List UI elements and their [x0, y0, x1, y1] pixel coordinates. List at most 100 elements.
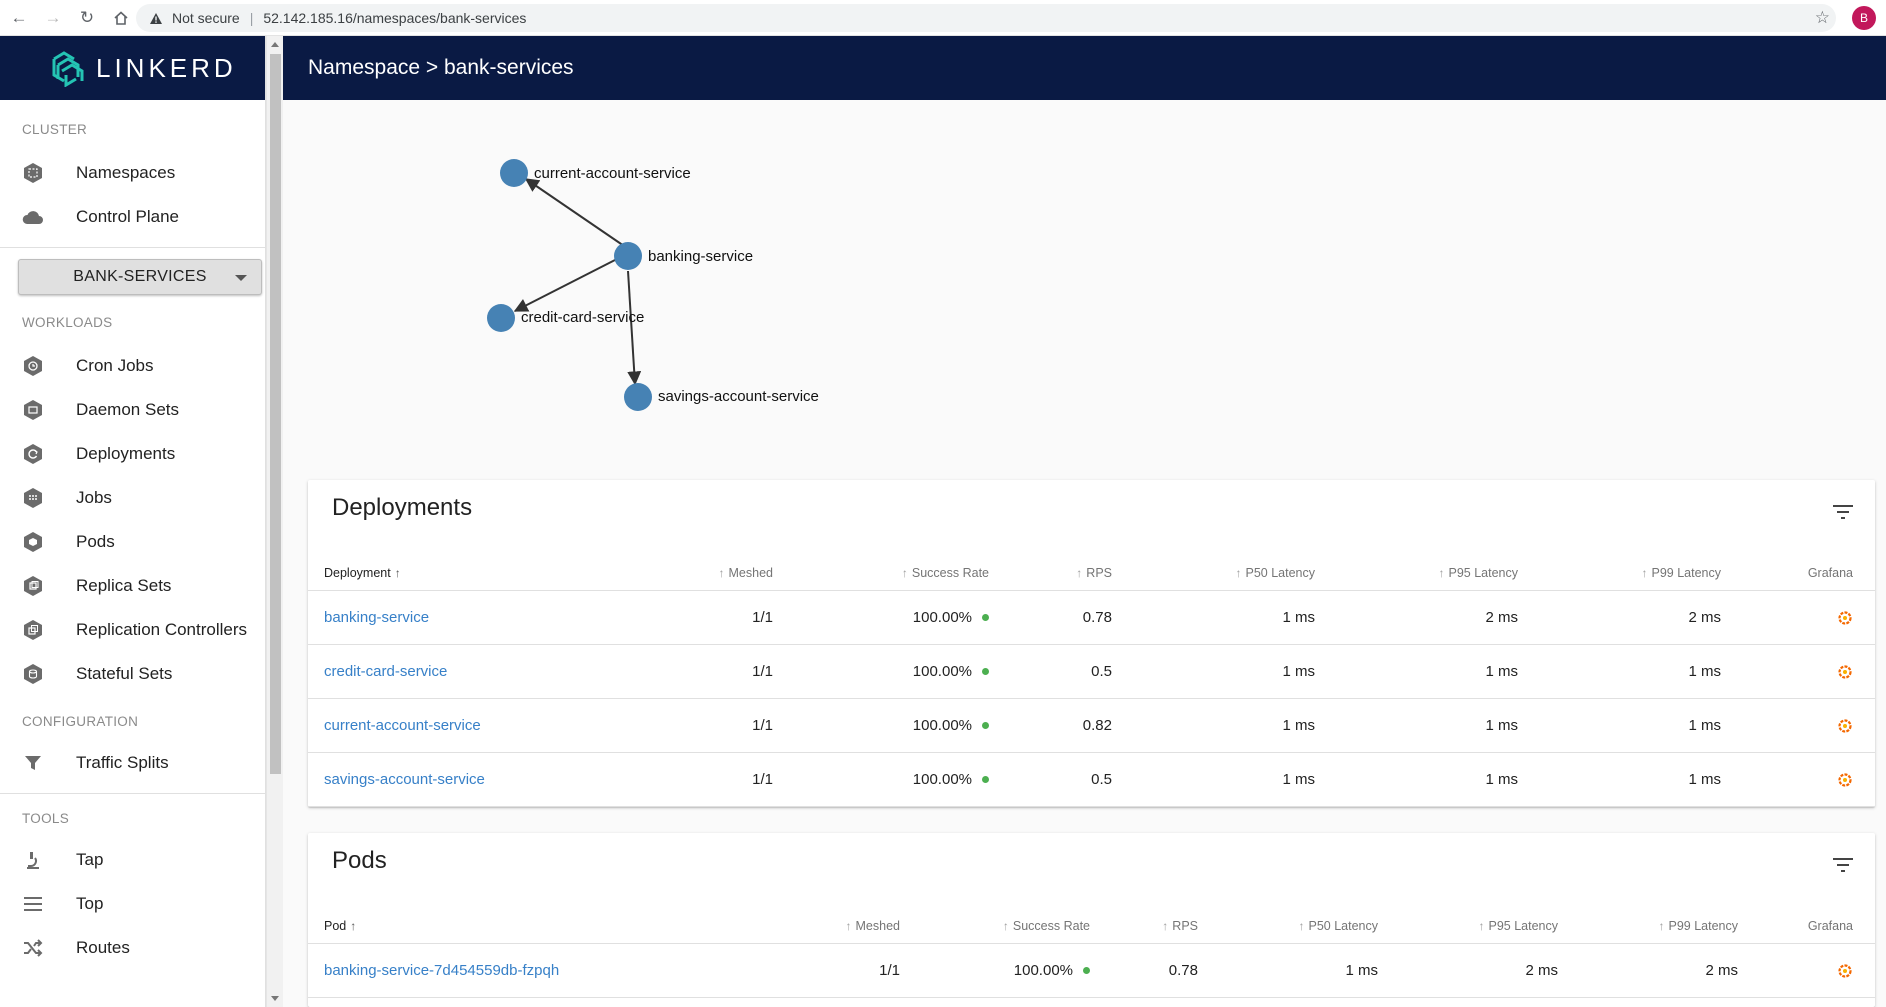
graph-node-label: current-account-service: [534, 165, 691, 182]
grafana-icon[interactable]: [1837, 664, 1853, 680]
sidebar-item-label: Cron Jobs: [76, 356, 154, 375]
address-bar[interactable]: Not secure | 52.142.185.16/namespaces/ba…: [136, 4, 1836, 32]
sidebar-item-top[interactable]: Top: [0, 882, 265, 926]
graph-node-label: banking-service: [648, 248, 753, 265]
sidebar-item-routes[interactable]: Routes: [0, 926, 265, 970]
sidebar-item-control-plane[interactable]: Control Plane: [0, 195, 265, 239]
namespace-icon: [22, 162, 44, 184]
deployment-link[interactable]: banking-service: [308, 590, 508, 645]
column-header[interactable]: ↑ RPS: [989, 556, 1112, 591]
column-header[interactable]: ↑ P99 Latency: [1518, 556, 1721, 591]
sidebar-item-label: Jobs: [76, 488, 112, 507]
rps-cell: 0.78: [1090, 943, 1198, 998]
sidebar-scrollbar[interactable]: [266, 36, 283, 1007]
column-header[interactable]: ↑ Meshed: [508, 556, 773, 591]
column-header[interactable]: ↑ P95 Latency: [1315, 556, 1518, 591]
sidebar-item-namespaces[interactable]: Namespaces: [0, 151, 265, 195]
bookmark-star-icon[interactable]: ☆: [1814, 8, 1830, 27]
pod-icon: [22, 531, 44, 553]
rps-cell: 0.5: [989, 644, 1112, 699]
column-header: Grafana: [1738, 909, 1875, 944]
forward-icon[interactable]: →: [44, 7, 62, 27]
p50-cell: 1 ms: [1112, 644, 1315, 699]
scroll-down-icon[interactable]: [271, 996, 279, 1001]
sidebar-item-deployments[interactable]: Deployments: [0, 432, 265, 476]
sidebar-divider: [0, 247, 265, 248]
grafana-cell: [1738, 943, 1875, 998]
warning-icon: [148, 10, 164, 26]
table-header-row: Deployment ↑ ↑ Meshed ↑ Success Rate ↑ RPS ↑…: [308, 556, 1875, 591]
column-header[interactable]: ↑ Meshed: [658, 909, 900, 944]
namespace-select[interactable]: BANK-SERVICES: [18, 259, 262, 295]
reload-icon[interactable]: ↻: [79, 7, 95, 27]
sort-arrow-icon: ↑: [350, 918, 357, 933]
sort-arrow-icon: ↑: [1162, 918, 1169, 933]
scroll-up-icon[interactable]: [271, 42, 279, 47]
sidebar-item-replica-sets[interactable]: Replica Sets: [0, 564, 265, 608]
section-label-tools: TOOLS: [22, 811, 70, 826]
graph-node[interactable]: [500, 159, 528, 187]
sidebar-item-pods[interactable]: Pods: [0, 520, 265, 564]
grafana-icon[interactable]: [1837, 718, 1853, 734]
filter-funnel-icon: [22, 752, 44, 774]
home-icon[interactable]: [106, 3, 136, 33]
rps-cell: 0.78: [989, 590, 1112, 645]
sidebar-item-label: Deployments: [76, 444, 176, 463]
column-header[interactable]: Deployment ↑: [308, 556, 508, 591]
sidebar-item-jobs[interactable]: Jobs: [0, 476, 265, 520]
deployment-link[interactable]: current-account-service: [308, 698, 508, 753]
sort-arrow-icon: ↑: [845, 918, 852, 933]
profile-avatar[interactable]: B: [1852, 6, 1876, 30]
sort-arrow-icon: ↑: [1298, 918, 1305, 933]
chevron-down-icon: [235, 275, 247, 281]
page-header: Namespace > bank-services: [283, 36, 1886, 100]
grafana-icon[interactable]: [1837, 772, 1853, 788]
namespace-select-value: BANK-SERVICES: [73, 268, 207, 285]
meshed-cell: 1/1: [508, 644, 773, 699]
browser-toolbar: ← → ↻ Not secure | 52.142.185.16/namespa…: [0, 0, 1886, 36]
address-separator: |: [249, 10, 254, 26]
status-dot-icon: [982, 776, 989, 784]
back-icon[interactable]: ←: [10, 7, 28, 27]
sidebar-item-label: Control Plane: [76, 207, 180, 226]
microscope-icon: [22, 849, 44, 871]
filter-icon[interactable]: [1833, 857, 1853, 873]
deployment-link[interactable]: savings-account-service: [308, 752, 508, 807]
status-dot-icon: [982, 668, 989, 676]
sidebar-item-cron-jobs[interactable]: Cron Jobs: [0, 344, 265, 388]
column-header[interactable]: ↑ P95 Latency: [1378, 909, 1558, 944]
cronjob-icon: [22, 355, 44, 377]
sort-arrow-icon: ↑: [1076, 565, 1083, 580]
column-header[interactable]: ↑ Success Rate: [900, 909, 1090, 944]
sidebar-item-traffic-splits[interactable]: Traffic Splits: [0, 741, 265, 785]
scroll-thumb[interactable]: [270, 54, 281, 774]
shuffle-icon: [22, 937, 44, 959]
meshed-cell: 1/1: [508, 698, 773, 753]
grafana-icon[interactable]: [1837, 963, 1853, 979]
filter-icon[interactable]: [1833, 504, 1853, 520]
deployment-link[interactable]: credit-card-service: [308, 644, 508, 699]
graph-node[interactable]: [487, 304, 515, 332]
column-header[interactable]: ↑ RPS: [1090, 909, 1198, 944]
grafana-cell: [1721, 644, 1875, 699]
linkerd-logo-icon: [52, 51, 84, 87]
sidebar-item-label: Daemon Sets: [76, 400, 179, 419]
pod-link[interactable]: banking-service-7d454559db-fzpqh: [308, 943, 658, 998]
p50-cell: 1 ms: [1198, 943, 1378, 998]
column-header[interactable]: ↑ Success Rate: [773, 556, 989, 591]
logo-bar[interactable]: LINKERD: [0, 36, 265, 100]
p99-cell: 2 ms: [1558, 943, 1738, 998]
grafana-icon[interactable]: [1837, 610, 1853, 626]
column-header[interactable]: ↑ P50 Latency: [1112, 556, 1315, 591]
success-rate-cell: 100.00%: [773, 590, 989, 645]
column-header[interactable]: ↑ P50 Latency: [1198, 909, 1378, 944]
graph-node[interactable]: [624, 383, 652, 411]
sidebar-item-daemon-sets[interactable]: Daemon Sets: [0, 388, 265, 432]
graph-node[interactable]: [614, 242, 642, 270]
sidebar-item-replication-controllers[interactable]: Replication Controllers: [0, 608, 265, 652]
graph-node-label: credit-card-service: [521, 309, 644, 326]
sidebar-item-stateful-sets[interactable]: Stateful Sets: [0, 652, 265, 696]
column-header[interactable]: ↑ P99 Latency: [1558, 909, 1738, 944]
sidebar-item-tap[interactable]: Tap: [0, 838, 265, 882]
column-header[interactable]: Pod ↑: [308, 909, 658, 944]
